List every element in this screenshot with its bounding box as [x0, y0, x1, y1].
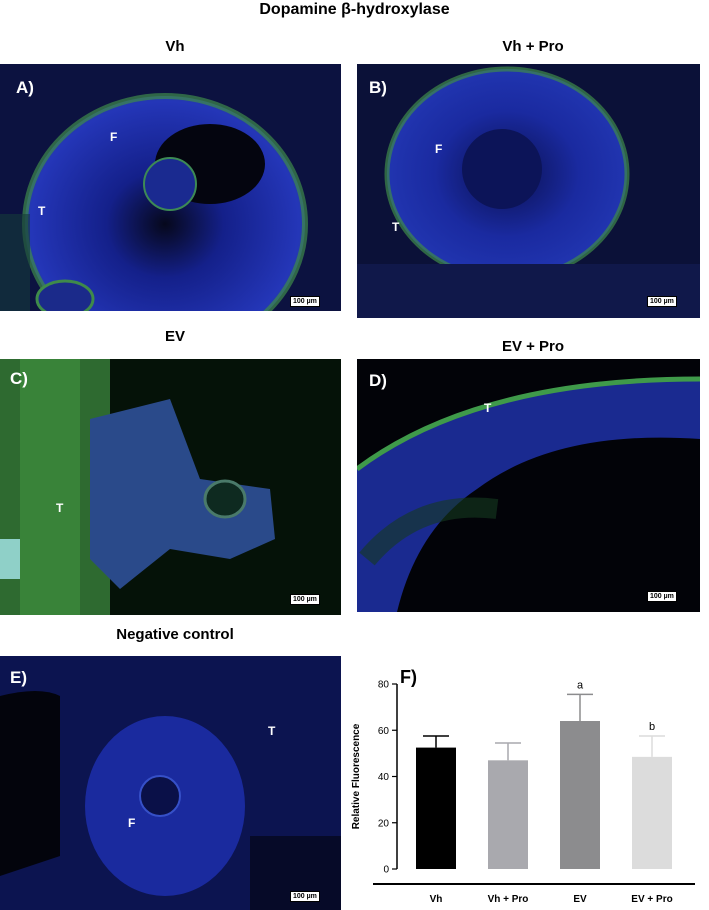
micrograph-panel-d: D) T 100 µm [357, 359, 700, 612]
chart-panel-letter: F) [400, 667, 417, 687]
y-axis-label: Relative Fluorescence [351, 723, 362, 829]
panel-a-label-f: F [110, 130, 118, 144]
heading-ev: EV [164, 328, 185, 345]
heading-vh-pro: Vh + Pro [502, 38, 564, 55]
x-tick-label: Vh [430, 894, 443, 905]
micrograph-b-image [357, 64, 700, 318]
micrograph-panel-e: E) T F 100 µm [0, 656, 341, 910]
panel-d-letter: D) [369, 371, 387, 390]
x-tick-label: Vh + Pro [488, 894, 529, 905]
micrograph-panel-b: B) F T 100 µm [357, 64, 700, 318]
panel-e-scale-bar: 100 µm [290, 891, 320, 902]
panel-d-label-t: T [484, 401, 492, 415]
panel-e-label-t: T [268, 724, 276, 738]
micrograph-a-image [0, 64, 341, 311]
y-tick-label: 0 [383, 865, 389, 876]
y-tick-label: 40 [378, 772, 390, 783]
panel-a-scale-bar: 100 µm [290, 296, 320, 307]
panel-d-scale-bar: 100 µm [647, 591, 677, 602]
panel-c-letter: C) [10, 369, 28, 388]
y-tick-label: 20 [378, 818, 390, 829]
panel-a-letter: A) [16, 78, 34, 97]
micrograph-panel-c: C) T 100 µm [0, 359, 341, 615]
panel-b-label-f: F [435, 142, 443, 156]
y-tick-label: 80 [378, 680, 390, 691]
significance-label: a [577, 679, 584, 691]
bar-chart: F) Relative Fluorescence 0 20 40 60 80 Vh Vh +… [351, 667, 695, 905]
panel-c-scale-bar: 100 µm [290, 594, 320, 605]
panel-b-scale-bar: 100 µm [647, 296, 677, 307]
y-tick-label: 60 [378, 726, 390, 737]
heading-negative-control: Negative control [116, 626, 234, 643]
micrograph-e-image [0, 656, 341, 910]
bar [416, 747, 456, 869]
significance-label: b [649, 721, 655, 733]
panel-e-label-f: F [128, 816, 136, 830]
bar [632, 756, 672, 869]
panel-c-label-t: T [56, 501, 64, 515]
panel-b-letter: B) [369, 78, 387, 97]
figure-title: Dopamine β-hydroxylase [259, 1, 450, 18]
bar [560, 721, 600, 869]
micrograph-d-image [357, 359, 700, 612]
heading-vh: Vh [165, 38, 185, 55]
heading-ev-pro: EV + Pro [501, 338, 565, 355]
x-tick-label: EV [573, 894, 587, 905]
panel-a-label-t: T [38, 204, 46, 218]
bar [488, 760, 528, 869]
micrograph-c-image [0, 359, 341, 615]
panel-e-letter: E) [10, 668, 27, 687]
panel-b-label-t: T [392, 220, 400, 234]
x-tick-label: EV + Pro [631, 894, 672, 905]
micrograph-panel-a: A) F T 100 µm [0, 64, 341, 311]
